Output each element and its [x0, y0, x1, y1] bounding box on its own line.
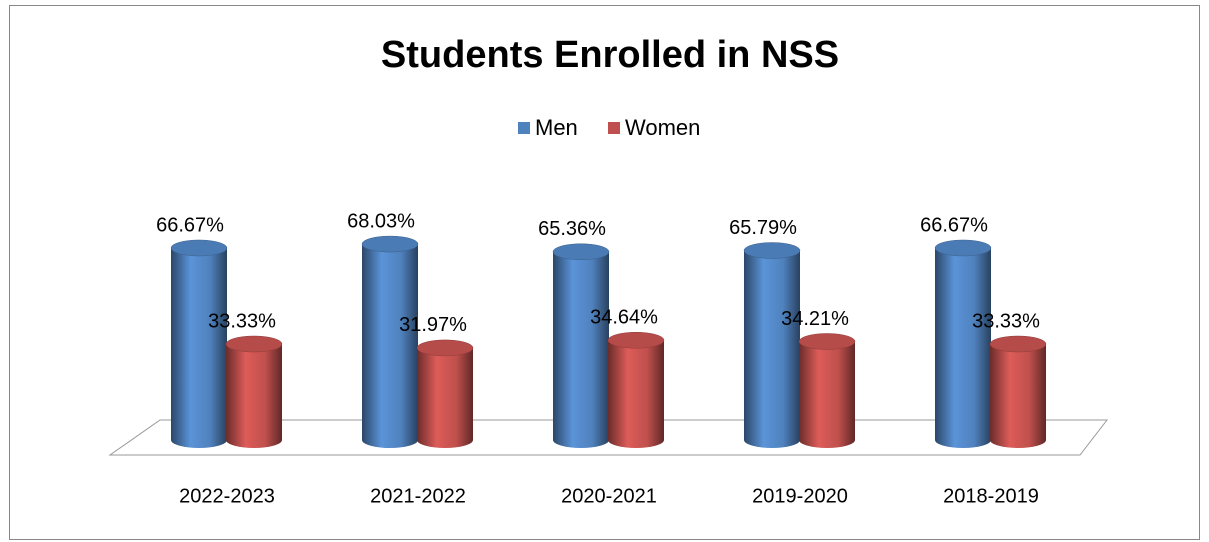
bar: [934, 239, 992, 448]
bar-top: [798, 333, 856, 350]
bar-top: [934, 239, 992, 257]
bar: [989, 335, 1047, 448]
bar-body: [553, 251, 609, 448]
bar-body: [226, 344, 282, 448]
bar-top: [361, 235, 419, 253]
data-label: 65.79%: [729, 217, 797, 239]
data-label: 31.97%: [399, 314, 467, 336]
data-label: 34.21%: [781, 308, 849, 330]
chart-title: Students Enrolled in NSS: [381, 34, 839, 76]
x-tick-label: 2020-2021: [561, 485, 657, 507]
bar: [743, 242, 801, 448]
x-tick-label: 2021-2022: [370, 485, 466, 507]
bar-top: [552, 243, 610, 261]
data-label: 65.36%: [538, 218, 606, 240]
bar-body: [744, 250, 800, 448]
x-tick-label: 2022-2023: [179, 485, 275, 507]
legend-label: Women: [625, 115, 700, 140]
bar-top: [607, 331, 665, 349]
bar-body: [608, 340, 664, 448]
bar: [170, 239, 228, 448]
legend-swatch: [518, 122, 530, 134]
data-label: 66.67%: [156, 214, 224, 236]
bar-body: [417, 347, 473, 448]
x-tick-label: 2018-2019: [943, 485, 1039, 507]
bar-body: [799, 341, 855, 448]
data-label: 34.64%: [590, 307, 658, 329]
bar-top: [225, 335, 283, 353]
legend-swatch: [608, 122, 620, 134]
data-label: 33.33%: [208, 310, 276, 332]
bar-body: [171, 247, 227, 448]
bar: [361, 235, 419, 448]
bar: [552, 243, 610, 448]
data-label: 33.33%: [972, 310, 1040, 332]
legend-label: Men: [535, 115, 578, 140]
bar-top: [170, 239, 228, 257]
data-label: 66.67%: [920, 214, 988, 236]
bar: [416, 339, 474, 448]
bar-body: [362, 244, 418, 448]
bar: [798, 333, 856, 448]
bar: [225, 335, 283, 448]
bar-body: [935, 247, 991, 448]
bar-top: [743, 242, 801, 259]
bar: [607, 331, 665, 448]
bar-body: [990, 344, 1046, 448]
x-tick-label: 2019-2020: [752, 485, 848, 507]
data-label: 68.03%: [347, 210, 415, 232]
bar-top: [416, 339, 474, 357]
bar-top: [989, 335, 1047, 353]
